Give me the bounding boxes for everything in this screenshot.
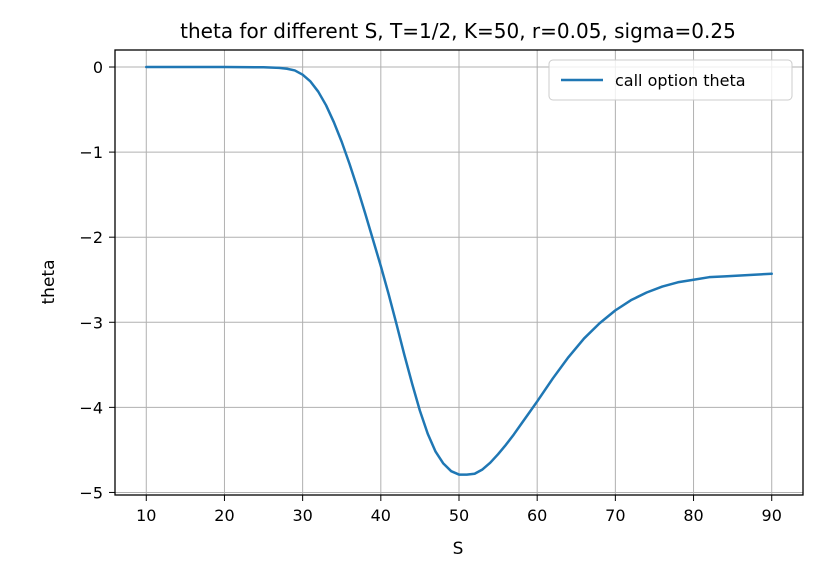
- legend-box: [548, 59, 793, 101]
- x-tick-label: 50: [449, 506, 469, 525]
- series-line-call-option-theta: [145, 65, 773, 476]
- legend: call option theta: [548, 59, 793, 101]
- x-tick-label: 20: [214, 506, 234, 525]
- y-tick-label: −4: [79, 398, 103, 417]
- y-tick-label: 0: [93, 58, 103, 77]
- y-tick-label: −3: [79, 313, 103, 332]
- chart-title: theta for different S, T=1/2, K=50, r=0.…: [180, 19, 736, 43]
- x-tick-label: 70: [605, 506, 625, 525]
- series-layer: [145, 65, 773, 476]
- x-tick-label: 10: [136, 506, 156, 525]
- x-axis-label: S: [453, 539, 464, 559]
- y-axis-label: theta: [39, 260, 59, 305]
- x-tick-label: 90: [762, 506, 782, 525]
- y-tick-label: −2: [79, 228, 103, 247]
- legend-label-call-option-theta: call option theta: [615, 71, 746, 90]
- y-tick-label: −1: [79, 143, 103, 162]
- x-tick-label: 40: [371, 506, 391, 525]
- ticks: 10 20 30 40 50 60 70 80 90 0 −1 −2 −3 −4 −5: [79, 58, 782, 525]
- y-tick-label: −5: [79, 483, 103, 502]
- x-tick-label: 60: [527, 506, 547, 525]
- x-tick-label: 30: [292, 506, 312, 525]
- x-tick-label: 80: [683, 506, 703, 525]
